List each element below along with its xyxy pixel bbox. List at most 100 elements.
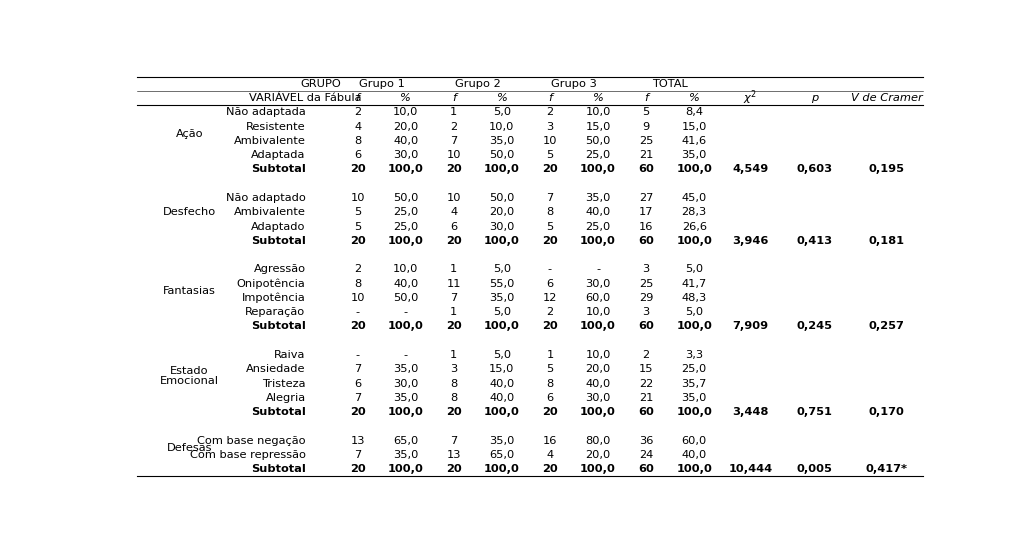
- Text: 4: 4: [450, 207, 457, 217]
- Text: 4,549: 4,549: [732, 165, 768, 175]
- Text: Impotência: Impotência: [242, 293, 306, 303]
- Text: 13: 13: [447, 450, 461, 460]
- Text: -: -: [356, 350, 360, 360]
- Text: 10: 10: [447, 193, 461, 203]
- Text: 5: 5: [546, 150, 553, 160]
- Text: %: %: [400, 93, 412, 103]
- Text: 24: 24: [639, 450, 653, 460]
- Text: 0,603: 0,603: [796, 165, 832, 175]
- Text: 100,0: 100,0: [676, 236, 712, 246]
- Text: TOTAL: TOTAL: [652, 79, 688, 89]
- Text: p: p: [811, 93, 818, 103]
- Text: 40,0: 40,0: [585, 379, 611, 389]
- Text: 20: 20: [542, 464, 557, 474]
- Text: Adaptado: Adaptado: [251, 222, 306, 232]
- Text: 35,0: 35,0: [393, 393, 419, 403]
- Text: 100,0: 100,0: [484, 165, 520, 175]
- Text: 41,7: 41,7: [681, 279, 707, 288]
- Text: 13: 13: [351, 436, 365, 446]
- Text: 30,0: 30,0: [489, 222, 515, 232]
- Text: 50,0: 50,0: [489, 193, 515, 203]
- Text: 50,0: 50,0: [393, 193, 419, 203]
- Text: 2: 2: [354, 108, 361, 118]
- Text: Onipotência: Onipotência: [237, 278, 306, 289]
- Text: Alegria: Alegria: [266, 393, 306, 403]
- Text: Raiva: Raiva: [274, 350, 306, 360]
- Text: 20: 20: [446, 321, 461, 332]
- Text: 0,751: 0,751: [796, 407, 832, 417]
- Text: 35,0: 35,0: [489, 136, 515, 146]
- Text: 36: 36: [639, 436, 653, 446]
- Text: 5,0: 5,0: [493, 108, 511, 118]
- Text: -: -: [403, 350, 407, 360]
- Text: 27: 27: [639, 193, 653, 203]
- Text: 20: 20: [542, 407, 557, 417]
- Text: 7: 7: [450, 136, 457, 146]
- Text: 3,3: 3,3: [686, 350, 703, 360]
- Text: 0,005: 0,005: [796, 464, 832, 474]
- Text: 3: 3: [450, 365, 457, 374]
- Text: 21: 21: [639, 150, 653, 160]
- Text: -: -: [356, 307, 360, 317]
- Text: 40,0: 40,0: [489, 393, 515, 403]
- Text: 8: 8: [450, 393, 457, 403]
- Text: 60: 60: [638, 407, 655, 417]
- Text: 15: 15: [639, 365, 653, 374]
- Text: 60: 60: [638, 321, 655, 332]
- Text: 60,0: 60,0: [585, 293, 611, 303]
- Text: 20: 20: [446, 407, 461, 417]
- Text: 25: 25: [639, 136, 653, 146]
- Text: 8,4: 8,4: [686, 108, 703, 118]
- Text: 12: 12: [543, 293, 557, 303]
- Text: 20: 20: [542, 321, 557, 332]
- Text: 60,0: 60,0: [681, 436, 707, 446]
- Text: 2: 2: [546, 307, 553, 317]
- Text: 5,0: 5,0: [686, 264, 703, 274]
- Text: Ansiedade: Ansiedade: [246, 365, 306, 374]
- Text: 100,0: 100,0: [484, 321, 520, 332]
- Text: 17: 17: [639, 207, 653, 217]
- Text: 100,0: 100,0: [388, 321, 424, 332]
- Text: 20: 20: [542, 236, 557, 246]
- Text: 100,0: 100,0: [388, 165, 424, 175]
- Text: 10: 10: [351, 193, 365, 203]
- Text: Subtotal: Subtotal: [250, 464, 306, 474]
- Text: 100,0: 100,0: [580, 165, 616, 175]
- Text: Com base repressão: Com base repressão: [189, 450, 306, 460]
- Text: 25,0: 25,0: [393, 207, 419, 217]
- Text: 2: 2: [354, 264, 361, 274]
- Text: 1: 1: [450, 108, 457, 118]
- Text: 20,0: 20,0: [489, 207, 515, 217]
- Text: 40,0: 40,0: [681, 450, 707, 460]
- Text: 50,0: 50,0: [489, 150, 515, 160]
- Text: 5,0: 5,0: [493, 264, 511, 274]
- Text: 25,0: 25,0: [393, 222, 419, 232]
- Text: 6: 6: [450, 222, 457, 232]
- Text: 100,0: 100,0: [580, 464, 616, 474]
- Text: 3,946: 3,946: [732, 236, 768, 246]
- Text: Fantasias: Fantasias: [163, 286, 216, 296]
- Text: 4: 4: [546, 450, 553, 460]
- Text: 0,413: 0,413: [796, 236, 832, 246]
- Text: 40,0: 40,0: [489, 379, 515, 389]
- Text: 20: 20: [349, 236, 365, 246]
- Text: 41,6: 41,6: [681, 136, 707, 146]
- Text: GRUPO: GRUPO: [301, 79, 341, 89]
- Text: 100,0: 100,0: [484, 407, 520, 417]
- Text: 5: 5: [546, 222, 553, 232]
- Text: 20: 20: [446, 236, 461, 246]
- Text: Não adaptado: Não adaptado: [225, 193, 306, 203]
- Text: $\chi^2$: $\chi^2$: [743, 89, 757, 108]
- Text: 100,0: 100,0: [388, 464, 424, 474]
- Text: 65,0: 65,0: [489, 450, 515, 460]
- Text: 29: 29: [639, 293, 653, 303]
- Text: 100,0: 100,0: [388, 407, 424, 417]
- Text: 0,181: 0,181: [869, 236, 905, 246]
- Text: 100,0: 100,0: [676, 407, 712, 417]
- Text: 20,0: 20,0: [393, 122, 419, 132]
- Text: f: f: [452, 93, 456, 103]
- Text: Não adaptada: Não adaptada: [225, 108, 306, 118]
- Text: 5,0: 5,0: [493, 350, 511, 360]
- Text: 65,0: 65,0: [393, 436, 419, 446]
- Text: 100,0: 100,0: [484, 464, 520, 474]
